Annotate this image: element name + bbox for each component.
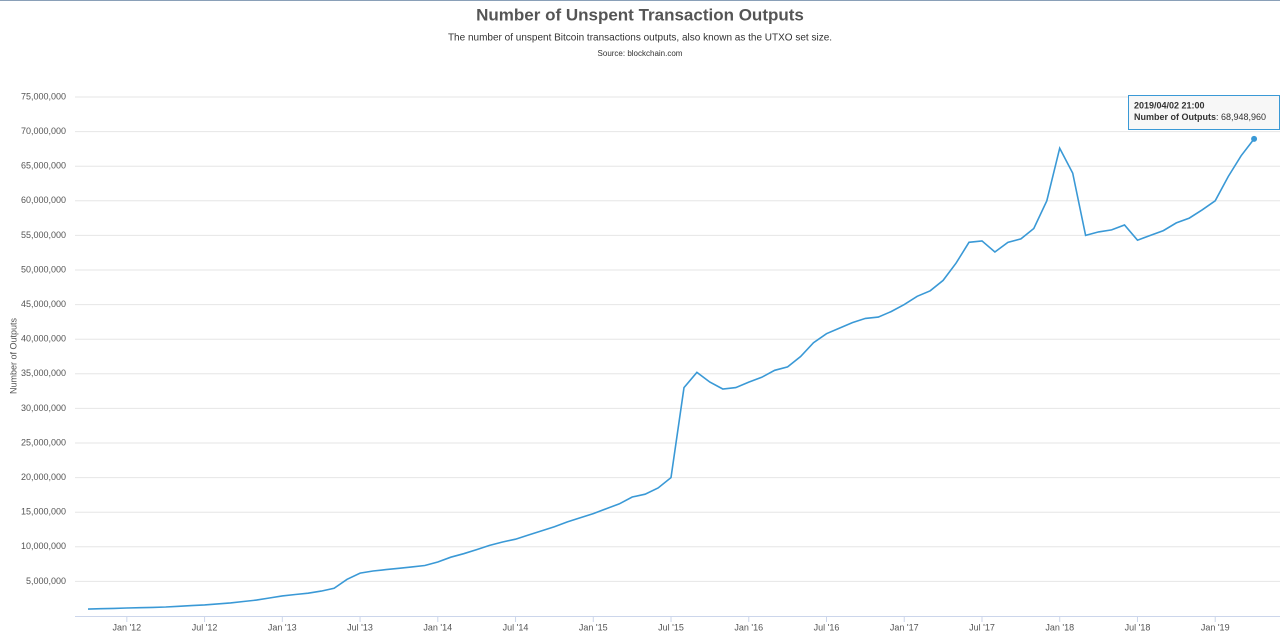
x-tick-label: Jan '19 [1201, 622, 1230, 632]
y-tick-label: 15,000,000 [21, 507, 66, 517]
x-tick-label: Jul '12 [192, 622, 218, 632]
y-tick-label: 10,000,000 [21, 541, 66, 551]
y-tick-label: 50,000,000 [21, 264, 66, 274]
x-tick-label: Jul '14 [503, 622, 529, 632]
tooltip-value-label: 68,948,960 [1221, 112, 1266, 122]
x-tick-label: Jan '12 [112, 622, 141, 632]
x-tick-label: Jan '16 [734, 622, 763, 632]
data-line [87, 138, 1255, 610]
x-tick-label: Jan '13 [268, 622, 297, 632]
x-tick-label: Jul '13 [347, 622, 373, 632]
y-tick-label: 55,000,000 [21, 230, 66, 240]
y-tick-label: 30,000,000 [21, 403, 66, 413]
x-tick-label: Jul '15 [658, 622, 684, 632]
x-tick-label: Jul '17 [969, 622, 995, 632]
tooltip-separator: : [1216, 112, 1221, 122]
x-tick-label: Jan '17 [890, 622, 919, 632]
x-tick-label: Jul '18 [1125, 622, 1151, 632]
y-tick-label: 45,000,000 [21, 299, 66, 309]
y-tick-label: 75,000,000 [21, 91, 66, 101]
tooltip-series-name: Number of Outputs [1134, 112, 1216, 122]
y-axis-title: Number of Outputs [8, 317, 18, 394]
tooltip-value: Number of Outputs: 68,948,960 [1134, 112, 1266, 122]
tooltip: 2019/04/02 21:00 Number of Outputs: 68,94… [1128, 95, 1280, 130]
y-tick-label: 40,000,000 [21, 334, 66, 344]
chart-source: Source: blockchain.com [598, 49, 683, 58]
hover-point [1251, 135, 1258, 142]
x-tick-label: Jul '16 [814, 622, 840, 632]
y-tick-label: 20,000,000 [21, 472, 66, 482]
x-tick-label: Jan '14 [423, 622, 452, 632]
chart-title: Number of Unspent Transaction Outputs [476, 5, 804, 24]
y-tick-label: 60,000,000 [21, 195, 66, 205]
tooltip-date: 2019/04/02 21:00 [1134, 100, 1205, 110]
y-tick-label: 65,000,000 [21, 161, 66, 171]
x-tick-label: Jan '15 [579, 622, 608, 632]
y-tick-label: 70,000,000 [21, 126, 66, 136]
x-tick-label: Jan '18 [1045, 622, 1074, 632]
chart-subtitle: The number of unspent Bitcoin transactio… [448, 33, 832, 44]
y-tick-label: 25,000,000 [21, 437, 66, 447]
y-tick-label: 5,000,000 [26, 576, 66, 586]
y-tick-label: 35,000,000 [21, 368, 66, 378]
